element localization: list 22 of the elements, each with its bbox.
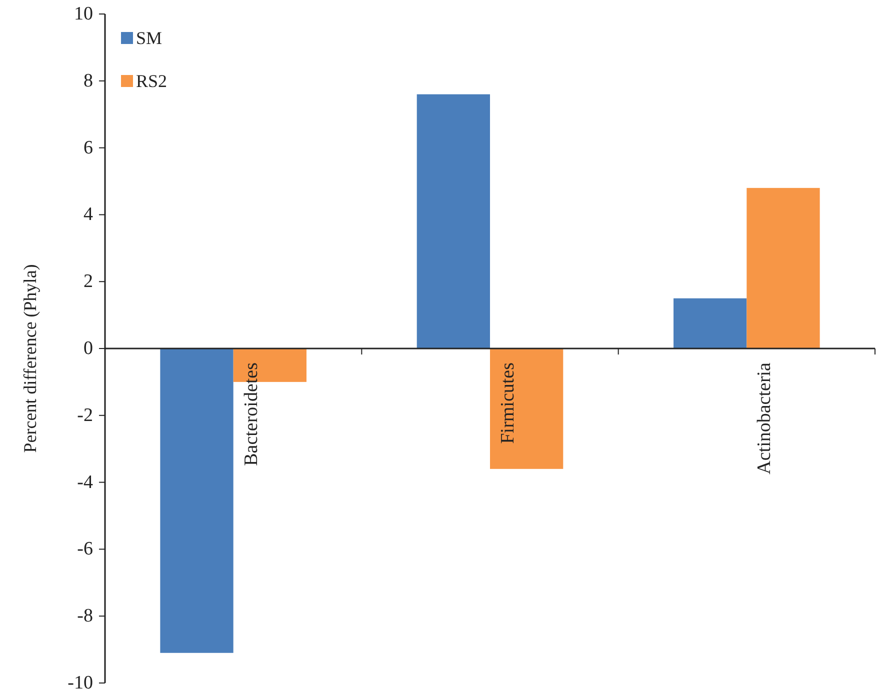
bar (674, 298, 747, 348)
legend-label: RS2 (136, 71, 168, 91)
legend-label: SM (136, 28, 162, 48)
y-tick-label: -6 (77, 538, 93, 560)
bar (160, 348, 234, 653)
y-tick-label: 10 (74, 4, 93, 24)
y-tick-label: -10 (68, 672, 93, 694)
y-tick-label: 6 (84, 137, 93, 158)
y-tick-label: -4 (77, 472, 94, 493)
y-tick-label: -2 (77, 404, 93, 426)
y-tick-label: 8 (84, 70, 93, 92)
x-tick-label: Bacteroidetes (240, 362, 262, 466)
bar (416, 94, 490, 348)
bar (490, 348, 564, 469)
bar (746, 188, 820, 348)
y-tick-label: -8 (77, 606, 93, 627)
y-tick-label: 2 (84, 271, 93, 292)
x-tick-label: Actinobacteria (754, 362, 776, 474)
x-tick-label: Firmicutes (498, 362, 518, 444)
y-tick-label: 0 (84, 338, 93, 359)
y-tick-label: 4 (84, 204, 94, 226)
y-axis-title: Percent difference (Phyla) (20, 264, 40, 453)
